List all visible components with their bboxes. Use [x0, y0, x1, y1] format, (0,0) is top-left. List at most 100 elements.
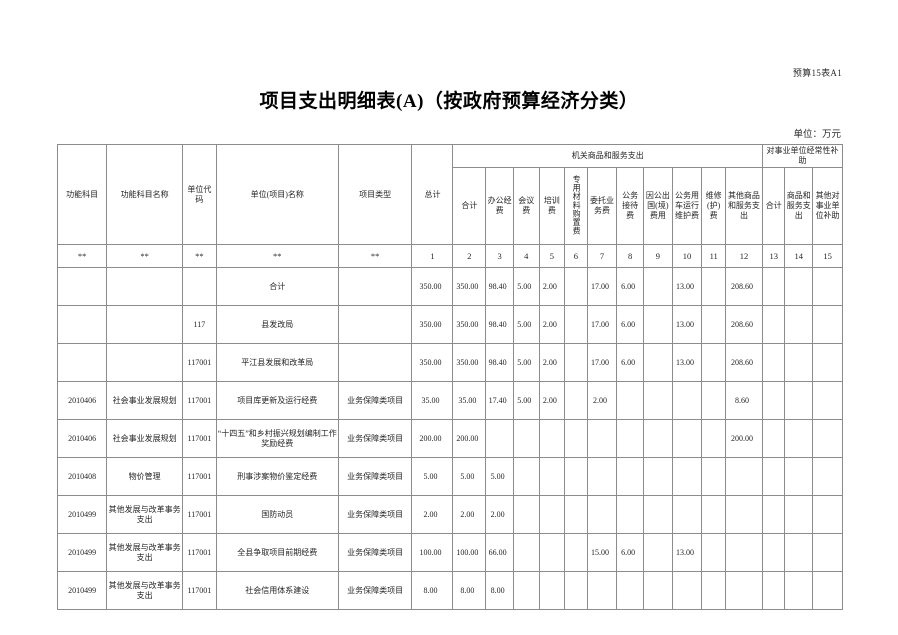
cell-grand-total: 350.00 [411, 267, 454, 306]
cell-office: 66.00 [485, 533, 514, 572]
table-row: 2010406 社会事业发展规划 117001 项目库更新及运行经费 业务保障类项目 35… [56, 381, 843, 420]
cell-other-goods: 208.60 [724, 305, 763, 344]
cell-func-code: 2010408 [56, 457, 108, 496]
cell-reception: 6.00 [616, 267, 644, 306]
cell-entrusted: 17.00 [586, 267, 618, 306]
cell-unit-code: 117001 [181, 381, 217, 420]
cell-gs-total: 200.00 [452, 419, 487, 458]
cell-meeting [512, 419, 540, 458]
cell-maintenance [701, 419, 726, 458]
cell-vehicle [671, 381, 703, 420]
cell-grand-total: 350.00 [411, 343, 454, 382]
cell-entrusted: 17.00 [586, 343, 618, 382]
col-index: ** [337, 244, 413, 268]
cell-office: 5.00 [485, 457, 514, 496]
table-row: 2010499 其他发展与改革事务支出 117001 国防动员 业务保障类项目 2.00 2… [56, 495, 843, 534]
cell-inst-total [761, 533, 786, 572]
cell-unit-code: 117001 [181, 419, 217, 458]
cell-vehicle: 13.00 [671, 533, 703, 572]
col-index: ** [56, 244, 108, 268]
cell-entrusted: 17.00 [586, 305, 618, 344]
cell-inst-other [812, 495, 843, 534]
cell-gs-total: 2.00 [452, 495, 487, 534]
cell-inst-goods [784, 495, 814, 534]
col-index: ** [106, 244, 183, 268]
cell-func-code: 2010406 [56, 419, 108, 458]
cell-unit-name: 平江县发展和改革局 [215, 343, 339, 382]
col-index: ** [181, 244, 217, 268]
cell-inst-other [812, 457, 843, 496]
unit-note-label: 单位：万元 [793, 130, 841, 140]
cell-inst-total [761, 457, 786, 496]
cell-unit-code: 117001 [181, 571, 217, 610]
group-head-institution-subsidy: 对事业单位经常性补助 [761, 144, 844, 168]
col-head-unit-code: 单位代码 [181, 144, 217, 245]
cell-func-code: 2010499 [56, 495, 108, 534]
cell-inst-goods [784, 533, 814, 572]
col-index: 9 [642, 244, 673, 268]
col-head-special-material: 专用材料购置费 [564, 167, 588, 245]
cell-func-code [56, 267, 108, 306]
cell-special-material [564, 305, 588, 344]
col-head-abroad: 因公出国(境)费用 [642, 167, 673, 245]
col-index: 11 [701, 244, 726, 268]
cell-inst-goods [784, 267, 814, 306]
cell-gs-total: 350.00 [452, 267, 487, 306]
cell-unit-name: 刑事涉案物价鉴定经费 [215, 457, 339, 496]
cell-unit-code: 117001 [181, 457, 217, 496]
col-head-unit-name: 单位(项目)名称 [215, 144, 339, 245]
cell-office: 2.00 [485, 495, 514, 534]
cell-inst-total [761, 343, 786, 382]
cell-gs-total: 35.00 [452, 381, 487, 420]
cell-office [485, 419, 514, 458]
cell-project-type [337, 267, 413, 306]
cell-maintenance [701, 381, 726, 420]
cell-gs-total: 350.00 [452, 343, 487, 382]
cell-training [538, 533, 566, 572]
cell-func-code: 2010499 [56, 533, 108, 572]
cell-vehicle [671, 457, 703, 496]
cell-abroad [642, 419, 673, 458]
cell-gs-total: 100.00 [452, 533, 487, 572]
cell-special-material [564, 571, 588, 610]
cell-meeting [512, 533, 540, 572]
table-row: 117 县发改局 350.00 350.00 98.40 5.00 2.00 17.00 6.0… [56, 305, 843, 344]
cell-training [538, 571, 566, 610]
cell-meeting: 5.00 [512, 343, 540, 382]
cell-func-code [56, 343, 108, 382]
col-head-reception: 公务接待费 [616, 167, 644, 245]
cell-meeting: 5.00 [512, 267, 540, 306]
cell-inst-other [812, 571, 843, 610]
cell-abroad [642, 305, 673, 344]
cell-func-code: 2010406 [56, 381, 108, 420]
cell-reception [616, 457, 644, 496]
group-head-goods-services: 机关商品和服务支出 [452, 144, 763, 168]
col-head-other-goods: 其他商品和服务支出 [724, 167, 763, 245]
col-head-gs-total: 合计 [452, 167, 487, 245]
cell-inst-goods [784, 343, 814, 382]
col-index: ** [215, 244, 339, 268]
cell-special-material [564, 343, 588, 382]
cell-reception [616, 381, 644, 420]
cell-meeting [512, 571, 540, 610]
cell-other-goods [724, 533, 763, 572]
col-index: 12 [724, 244, 763, 268]
cell-other-goods [724, 495, 763, 534]
cell-abroad [642, 267, 673, 306]
cell-inst-total [761, 419, 786, 458]
cell-project-type: 业务保障类项目 [337, 533, 413, 572]
cell-reception: 6.00 [616, 343, 644, 382]
col-head-meeting: 会议费 [512, 167, 540, 245]
column-header-row: 合计 办公经费 会议费 培训费 专用材料购置费 委托业务费 公务接待费 因公出国… [58, 167, 843, 245]
cell-meeting: 5.00 [512, 305, 540, 344]
cell-maintenance [701, 305, 726, 344]
cell-vehicle [671, 571, 703, 610]
cell-abroad [642, 343, 673, 382]
cell-entrusted [586, 571, 618, 610]
cell-maintenance [701, 533, 726, 572]
cell-office: 98.40 [485, 267, 514, 306]
col-index: 2 [452, 244, 487, 268]
cell-func-name [106, 267, 183, 306]
cell-inst-other [812, 419, 843, 458]
cell-office: 8.00 [485, 571, 514, 610]
